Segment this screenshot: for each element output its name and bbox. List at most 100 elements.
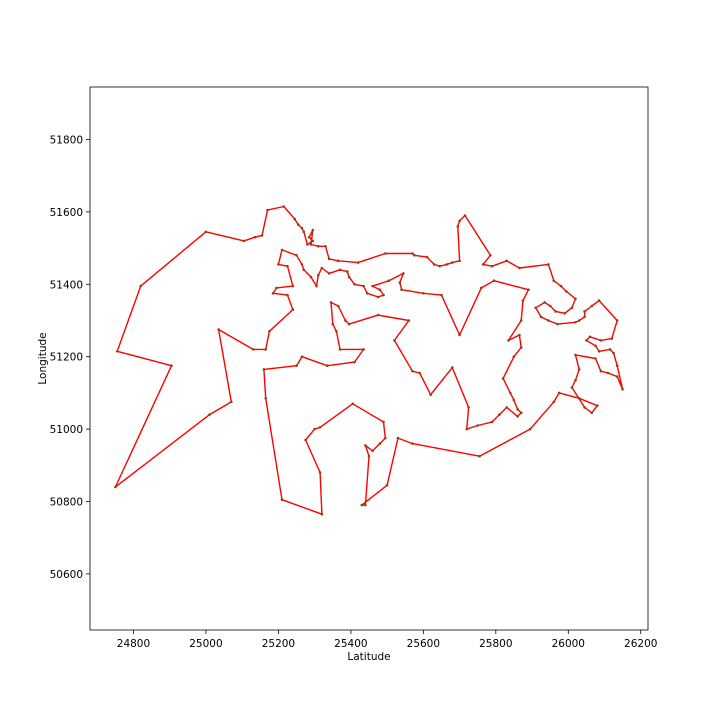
- route-point: [407, 319, 411, 322]
- route-segment: [366, 292, 379, 298]
- route-point: [351, 402, 355, 406]
- route-point: [574, 378, 577, 382]
- route-segment: [116, 350, 173, 367]
- route-segment: [328, 269, 341, 275]
- route-segment: [304, 428, 316, 441]
- route-point: [547, 263, 550, 266]
- route-point: [347, 275, 351, 279]
- route-segment: [386, 437, 399, 486]
- route-segment: [583, 305, 593, 313]
- route-point: [519, 346, 523, 349]
- route-point: [599, 339, 603, 342]
- route-point: [498, 413, 501, 416]
- route-point: [597, 350, 601, 353]
- route-point: [331, 322, 335, 326]
- route-segment: [591, 404, 598, 414]
- route-point: [570, 386, 574, 389]
- route-segment: [571, 379, 577, 389]
- route-point: [505, 259, 509, 263]
- route-point: [570, 306, 574, 310]
- route-segment: [458, 287, 482, 336]
- y-tick-label: 51000: [50, 424, 83, 436]
- route-segment: [321, 267, 330, 275]
- route-point: [610, 337, 614, 340]
- route-point: [336, 259, 340, 263]
- route-point: [280, 498, 284, 502]
- route-point: [521, 299, 525, 302]
- route-point: [362, 348, 365, 351]
- route-point: [336, 304, 340, 308]
- route-point: [208, 413, 211, 416]
- route-segment: [556, 321, 577, 325]
- route-point: [268, 330, 271, 333]
- route-point: [384, 252, 387, 255]
- route-point: [365, 292, 369, 295]
- route-segment: [598, 299, 618, 322]
- y-tick-label: 50800: [50, 496, 83, 508]
- route-point: [490, 420, 494, 424]
- route-segment: [589, 336, 602, 342]
- y-tick-label: 51200: [50, 352, 83, 364]
- route-segment: [361, 484, 388, 506]
- route-segment: [491, 413, 501, 423]
- route-segment: [607, 372, 618, 378]
- route-point: [327, 257, 331, 261]
- route-point: [465, 427, 469, 431]
- route-segment: [364, 444, 370, 457]
- route-segment: [277, 263, 289, 267]
- route-point: [364, 503, 367, 507]
- route-point: [543, 301, 546, 304]
- y-axis-label: Longitude: [37, 332, 49, 384]
- route-segment: [574, 354, 597, 360]
- route-point: [309, 243, 313, 246]
- plot-area: [114, 205, 624, 516]
- route-point: [282, 205, 286, 208]
- route-segment: [547, 319, 559, 325]
- route-point: [548, 304, 552, 308]
- x-axis: 24800 25000 25200 25400 25600 25800 26000 26200: [117, 630, 657, 650]
- route-segment: [281, 249, 298, 257]
- route-point: [590, 411, 594, 415]
- route-segment: [509, 392, 515, 401]
- route-point: [539, 315, 543, 319]
- route-point: [286, 264, 289, 268]
- route-point: [481, 263, 485, 266]
- route-point: [556, 322, 559, 326]
- route-point: [588, 335, 592, 339]
- route-point: [583, 310, 586, 313]
- axes-frame: [89, 86, 649, 631]
- route-segment: [574, 354, 580, 371]
- route-segment: [419, 372, 432, 396]
- route-point: [253, 235, 257, 239]
- route-point: [554, 310, 557, 313]
- route-point: [302, 268, 306, 272]
- route-segment: [498, 406, 508, 416]
- route-point: [300, 226, 304, 230]
- route-segment: [330, 301, 339, 307]
- route-point: [402, 272, 405, 275]
- route-segment: [502, 377, 511, 394]
- route-point: [309, 275, 313, 279]
- route-segment: [263, 368, 267, 399]
- route-segment: [310, 276, 318, 287]
- route-point: [307, 235, 311, 239]
- route-point: [376, 313, 380, 317]
- route-segment: [540, 316, 550, 322]
- route-segment: [585, 339, 597, 347]
- route-point: [293, 217, 297, 221]
- route-segment: [464, 214, 492, 257]
- route-segment: [411, 442, 481, 457]
- route-segment: [393, 339, 414, 372]
- route-point: [534, 306, 537, 310]
- route-point: [384, 436, 387, 440]
- route-segment: [600, 337, 613, 342]
- route-segment: [612, 352, 618, 367]
- route-segment: [295, 356, 303, 367]
- route-point: [170, 364, 173, 368]
- route-point: [318, 426, 322, 429]
- route-point: [583, 315, 586, 319]
- route-point: [594, 344, 597, 348]
- route-point: [382, 420, 385, 424]
- route-segment: [493, 280, 530, 291]
- route-point: [590, 304, 594, 308]
